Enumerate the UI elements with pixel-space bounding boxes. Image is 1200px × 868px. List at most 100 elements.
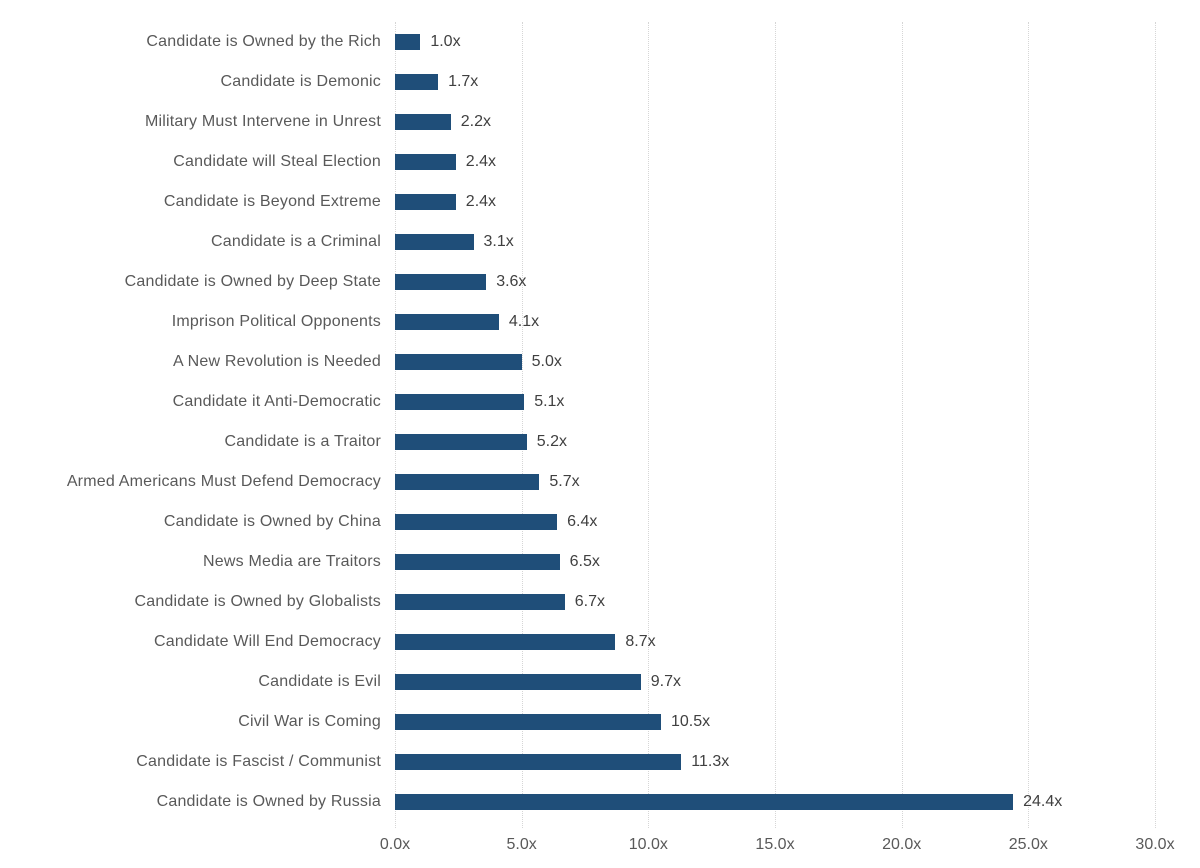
- bar-area: 1.0x: [395, 22, 1200, 62]
- bar: [395, 434, 527, 450]
- bar-row: Candidate is Evil 9.7x: [0, 662, 1200, 702]
- value-label: 1.0x: [430, 33, 461, 50]
- x-tick-label: 30.0x: [1135, 836, 1175, 853]
- bar: [395, 394, 525, 410]
- bar: [395, 794, 1014, 810]
- x-tick-label: 25.0x: [1008, 836, 1048, 853]
- bar-row: Candidate is Owned by the Rich 1.0x: [0, 22, 1200, 62]
- value-label: 8.7x: [625, 633, 656, 650]
- category-label: Candidate is Owned by China: [163, 513, 381, 530]
- bar: [395, 594, 565, 610]
- value-label: 3.6x: [496, 273, 527, 290]
- category-label: Candidate is Owned by Globalists: [134, 593, 381, 610]
- bar-area: 3.6x: [395, 262, 1200, 302]
- bar-area: 5.0x: [395, 342, 1200, 382]
- bar-row: Imprison Political Opponents 4.1x: [0, 302, 1200, 342]
- value-label: 9.7x: [650, 673, 681, 690]
- x-tick-label: 15.0x: [755, 836, 795, 853]
- bar: [395, 194, 456, 210]
- category-label: Candidate is a Traitor: [224, 433, 381, 450]
- bar-row: Candidate is Owned by China 6.4x: [0, 502, 1200, 542]
- bar-row: Candidate Will End Democracy 8.7x: [0, 622, 1200, 662]
- bar-area: 11.3x: [395, 742, 1200, 782]
- bar-area: 1.7x: [395, 62, 1200, 102]
- category-label: Candidate is Fascist / Communist: [136, 753, 381, 770]
- x-axis: 0.0x 5.0x 10.0x 15.0x 20.0x 25.0x 30.0x: [0, 836, 1200, 860]
- bar: [395, 514, 558, 530]
- bar-row: Military Must Intervene in Unrest 2.2x: [0, 102, 1200, 142]
- bar-row: Candidate is Owned by Russia 24.4x: [0, 782, 1200, 822]
- bar-row: News Media are Traitors 6.5x: [0, 542, 1200, 582]
- bar-area: 10.5x: [395, 702, 1200, 742]
- category-label: Candidate is Demonic: [220, 73, 381, 90]
- value-label: 6.7x: [574, 593, 605, 610]
- bar-area: 24.4x: [395, 782, 1200, 822]
- bar: [395, 314, 499, 330]
- value-label: 6.5x: [569, 553, 600, 570]
- value-label: 2.2x: [460, 113, 491, 130]
- bar-row: Armed Americans Must Defend Democracy 5.7…: [0, 462, 1200, 502]
- category-label: A New Revolution is Needed: [173, 353, 381, 370]
- bar-area: 9.7x: [395, 662, 1200, 702]
- bar-area: 2.2x: [395, 102, 1200, 142]
- bar-row: Civil War is Coming 10.5x: [0, 702, 1200, 742]
- bar-area: 6.7x: [395, 582, 1200, 622]
- bar: [395, 674, 641, 690]
- category-label: Candidate is Evil: [258, 673, 381, 690]
- value-label: 6.4x: [567, 513, 598, 530]
- category-label: Candidate it Anti-Democratic: [172, 393, 381, 410]
- bar: [395, 714, 661, 730]
- bar: [395, 114, 451, 130]
- bar-rows: Candidate is Owned by the Rich 1.0x Candid…: [0, 22, 1200, 822]
- category-label: Candidate is Owned by Russia: [156, 793, 381, 810]
- category-label: Candidate Will End Democracy: [153, 633, 381, 650]
- category-label: Candidate is a Criminal: [210, 233, 381, 250]
- value-label: 2.4x: [465, 193, 497, 210]
- bar-area: 2.4x: [395, 182, 1200, 222]
- bar-area: 2.4x: [395, 142, 1200, 182]
- bar-row: Candidate is Demonic 1.7x: [0, 62, 1200, 102]
- bar: [395, 274, 487, 290]
- value-label: 5.1x: [534, 393, 565, 410]
- category-label: Candidate will Steal Election: [173, 153, 381, 170]
- bar-row: Candidate is Owned by Deep State 3.6x: [0, 262, 1200, 302]
- bar-row: Candidate is Beyond Extreme 2.4x: [0, 182, 1200, 222]
- x-tick-label: 5.0x: [506, 836, 537, 853]
- value-label: 4.1x: [508, 313, 540, 330]
- bar-area: 6.4x: [395, 502, 1200, 542]
- bar-area: 5.2x: [395, 422, 1200, 462]
- x-tick-label: 0.0x: [379, 836, 411, 853]
- bar-row: Candidate will Steal Election 2.4x: [0, 142, 1200, 182]
- bar-row: Candidate is a Traitor 5.2x: [0, 422, 1200, 462]
- bar-row: Candidate it Anti-Democratic 5.1x: [0, 382, 1200, 422]
- category-label: Armed Americans Must Defend Democracy: [66, 473, 381, 490]
- value-label: 3.1x: [483, 233, 514, 250]
- bar-area: 8.7x: [395, 622, 1200, 662]
- value-label: 10.5x: [671, 713, 711, 730]
- bar-area: 5.7x: [395, 462, 1200, 502]
- bar: [395, 74, 439, 90]
- bar: [395, 34, 421, 50]
- bar-area: 4.1x: [395, 302, 1200, 342]
- category-label: Imprison Political Opponents: [171, 313, 381, 330]
- bar-row: Candidate is Owned by Globalists 6.7x: [0, 582, 1200, 622]
- bar-row: Candidate is Fascist / Communist 11.3x: [0, 742, 1200, 782]
- bar: [395, 154, 456, 170]
- x-tick-label: 10.0x: [628, 836, 668, 853]
- value-label: 1.7x: [448, 73, 479, 90]
- bar: [395, 354, 522, 370]
- value-label: 24.4x: [1023, 793, 1063, 810]
- bar-row: Candidate is a Criminal 3.1x: [0, 222, 1200, 262]
- bar: [395, 474, 540, 490]
- bar-row: A New Revolution is Needed 5.0x: [0, 342, 1200, 382]
- value-label: 2.4x: [465, 153, 497, 170]
- x-tick-label: 20.0x: [882, 836, 922, 853]
- bar-area: 5.1x: [395, 382, 1200, 422]
- category-label: Civil War is Coming: [238, 713, 381, 730]
- category-label: Military Must Intervene in Unrest: [144, 113, 381, 130]
- value-label: 5.7x: [549, 473, 580, 490]
- category-label: Candidate is Beyond Extreme: [163, 193, 381, 210]
- bar: [395, 754, 682, 770]
- category-label: Candidate is Owned by Deep State: [124, 273, 381, 290]
- value-label: 5.0x: [531, 353, 562, 370]
